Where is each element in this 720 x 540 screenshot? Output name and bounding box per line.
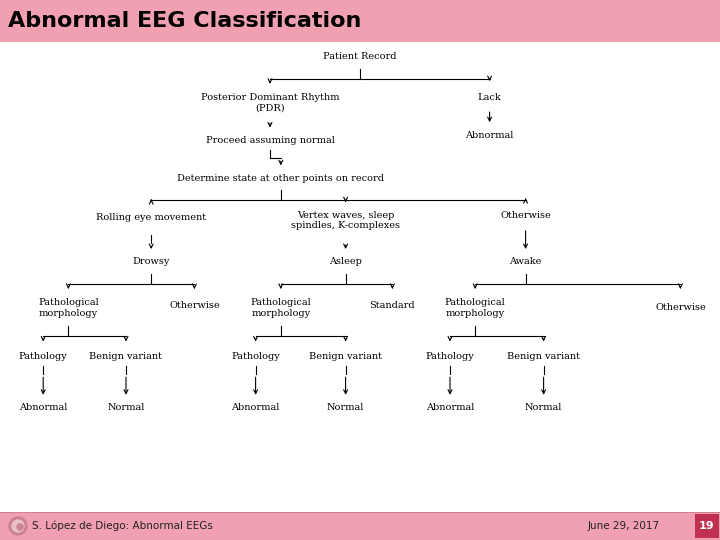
- Text: Pathological
morphology: Pathological morphology: [445, 298, 505, 318]
- Circle shape: [9, 517, 27, 535]
- Text: Pathological
morphology: Pathological morphology: [251, 298, 311, 318]
- Text: Normal: Normal: [327, 403, 364, 412]
- Circle shape: [17, 524, 23, 530]
- Text: Otherwise: Otherwise: [655, 303, 706, 312]
- Text: Benign variant: Benign variant: [309, 352, 382, 361]
- Text: Vertex waves, sleep
spindles, K-complexes: Vertex waves, sleep spindles, K-complexe…: [291, 211, 400, 230]
- Text: Patient Record: Patient Record: [323, 52, 397, 61]
- Text: Proceed assuming normal: Proceed assuming normal: [206, 136, 334, 145]
- Text: Abnormal: Abnormal: [426, 403, 474, 412]
- Bar: [695, 514, 719, 538]
- Text: Benign variant: Benign variant: [89, 352, 163, 361]
- Text: Pathological
morphology: Pathological morphology: [38, 298, 99, 318]
- Text: Posterior Dominant Rhythm
(PDR): Posterior Dominant Rhythm (PDR): [201, 93, 339, 112]
- Text: Otherwise: Otherwise: [500, 212, 551, 220]
- Bar: [0, 0, 720, 42]
- Text: Lack: Lack: [478, 93, 501, 102]
- Text: Pathology: Pathology: [426, 352, 474, 361]
- Text: Asleep: Asleep: [329, 258, 362, 266]
- Text: Otherwise: Otherwise: [169, 301, 220, 309]
- Text: Standard: Standard: [369, 301, 415, 309]
- Text: June 29, 2017: June 29, 2017: [588, 521, 660, 531]
- Bar: [0, 512, 720, 540]
- Text: Abnormal EEG Classification: Abnormal EEG Classification: [8, 11, 361, 31]
- Text: Normal: Normal: [107, 403, 145, 412]
- Text: S. López de Diego: Abnormal EEGs: S. López de Diego: Abnormal EEGs: [32, 521, 213, 531]
- Text: Benign variant: Benign variant: [507, 352, 580, 361]
- Text: Abnormal: Abnormal: [19, 403, 68, 412]
- Text: 19: 19: [699, 521, 715, 531]
- Text: Determine state at other points on record: Determine state at other points on recor…: [177, 174, 384, 183]
- Text: Drowsy: Drowsy: [132, 258, 170, 266]
- Text: Abnormal: Abnormal: [465, 131, 514, 139]
- Text: Awake: Awake: [510, 258, 541, 266]
- Circle shape: [12, 520, 24, 532]
- Text: Pathology: Pathology: [231, 352, 280, 361]
- Text: Rolling eye movement: Rolling eye movement: [96, 213, 206, 221]
- Text: Pathology: Pathology: [19, 352, 68, 361]
- Text: Normal: Normal: [525, 403, 562, 412]
- Text: Abnormal: Abnormal: [231, 403, 280, 412]
